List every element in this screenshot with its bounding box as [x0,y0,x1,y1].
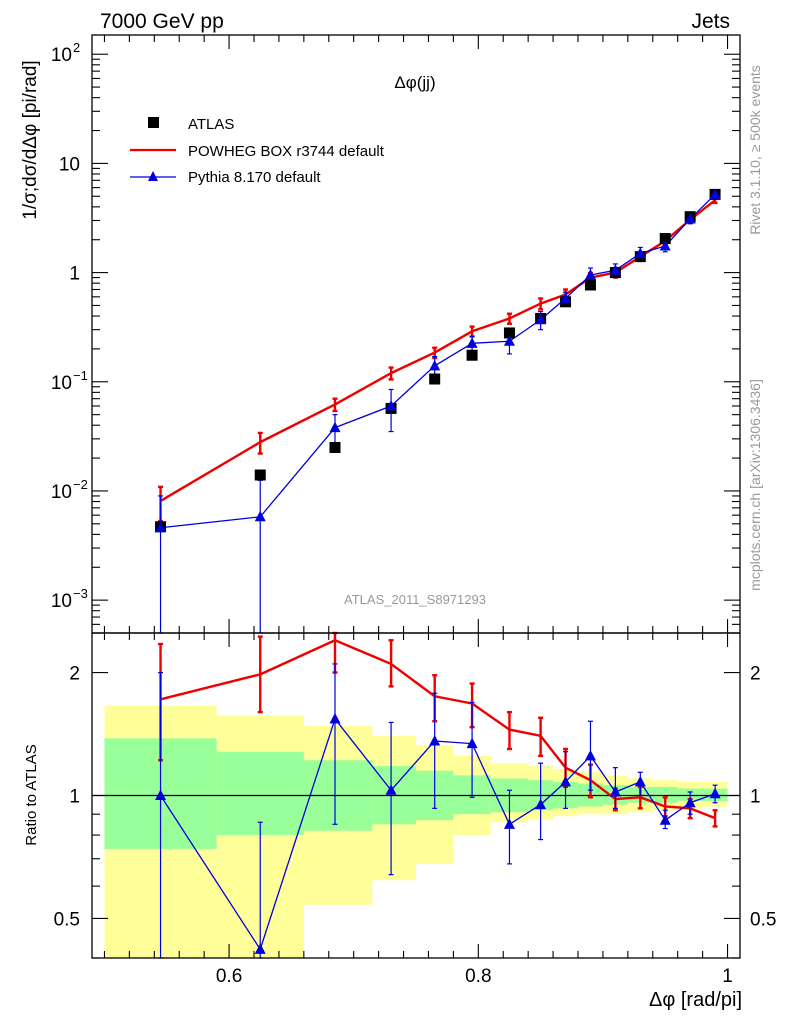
top-y-tick-exponent: −2 [73,477,88,492]
top-y-tick-exponent: 2 [73,40,80,55]
pythia-ratio-marker [684,796,696,808]
atlas-data-point [429,373,441,385]
pythia-ratio-marker [634,775,646,787]
x-tick-label: 0.8 [465,966,491,987]
analysis-watermark: ATLAS_2011_S8971293 [344,592,486,607]
pythia-ratio-marker [429,734,441,746]
legend-pythia-label: Pythia 8.170 default [188,169,321,186]
ratio-y-tick-label-left: 2 [69,664,80,685]
pythia-ratio-marker [466,737,478,749]
legend-atlas-marker [148,117,159,128]
pythia-marker [584,269,596,280]
mcplots-label: mcplots.cern.ch [arXiv:1306.3436] [747,379,763,591]
pythia-ratio-marker [560,775,572,787]
panel-title: Δφ(jj) [394,73,435,92]
ratio-y-tick-label-left: 1 [69,787,80,808]
ratio-y-tick-label-right: 2 [750,664,761,685]
top-y-tick-label: 10 [51,591,72,612]
pythia-ratio-marker [329,712,341,724]
top-y-axis-label: 1/σ;dσ/dΔφ [pi/rad] [20,60,41,219]
pythia-ratio-marker [609,785,621,797]
ratio-y-tick-label-right: 1 [750,787,761,808]
pythia-ratio-marker [385,784,397,795]
top-y-tick-label: 10 [51,482,72,503]
x-tick-label: 0.6 [216,966,242,987]
pythia-ratio-marker [659,814,671,825]
ratio-y-tick-label-right: 0.5 [750,909,776,930]
pythia-marker [684,212,696,224]
pythia-marker [709,188,721,199]
ratio-panel-content [155,631,721,959]
pythia-marker [429,359,441,371]
powheg-ratio-line [160,639,716,820]
powheg-line [159,199,716,502]
pythia-ratio-marker [535,798,547,810]
pythia-marker [385,399,397,411]
header-left: 7000 GeV pp [100,10,224,33]
atlas-data-point [503,327,515,339]
top-y-tick-label: 10 [59,154,80,175]
top-y-tick-exponent: −3 [73,586,88,601]
pythia-marker [503,335,515,346]
x-tick-label: 1 [722,966,733,987]
ratio-band-inner [216,751,304,836]
pythia-marker [535,313,547,325]
pythia-line [160,193,716,529]
atlas-data-point [329,442,341,454]
pythia-ratio-marker [254,943,266,954]
pythia-ratio-marker [155,789,167,800]
pythia-marker [254,510,266,522]
rivet-label: Rivet 3.1.10, ≥ 500k events [747,65,763,235]
pythia-marker [659,240,671,251]
pythia-marker [634,247,646,258]
pythia-marker [329,421,341,433]
pythia-ratio-marker [503,818,515,829]
pythia-ratio-marker [709,787,721,799]
pythia-marker [560,292,572,303]
legend-pythia-marker [148,171,158,181]
pythia-ratio-marker [584,749,596,761]
pythia-marker [466,337,478,348]
top-y-tick-label: 10 [51,45,72,66]
atlas-data-point [254,469,266,481]
top-y-tick-label: 1 [69,264,80,285]
ratio-y-axis-label: Ratio to ATLAS [23,744,40,845]
x-axis-label: Δφ [rad/pi] [649,989,742,1011]
top-y-tick-exponent: −1 [73,368,88,383]
pythia-marker [155,521,167,533]
ratio-bands [92,705,740,958]
pythia-marker [609,264,621,275]
ratio-y-tick-label-left: 0.5 [54,909,80,930]
atlas-data-point [466,349,478,361]
ratio-band-inner [652,786,678,803]
legend-atlas-label: ATLAS [188,116,234,133]
atlas-data-point [584,279,596,291]
top-panel-content [155,188,721,634]
legend-powheg-label: POWHEG BOX r3744 default [188,143,385,160]
legend: ATLAS POWHEG BOX r3744 default Pythia 8.… [130,116,385,186]
top-y-tick-label: 10 [51,373,72,394]
header-right: Jets [691,10,730,33]
atlas-data-point [659,233,671,245]
